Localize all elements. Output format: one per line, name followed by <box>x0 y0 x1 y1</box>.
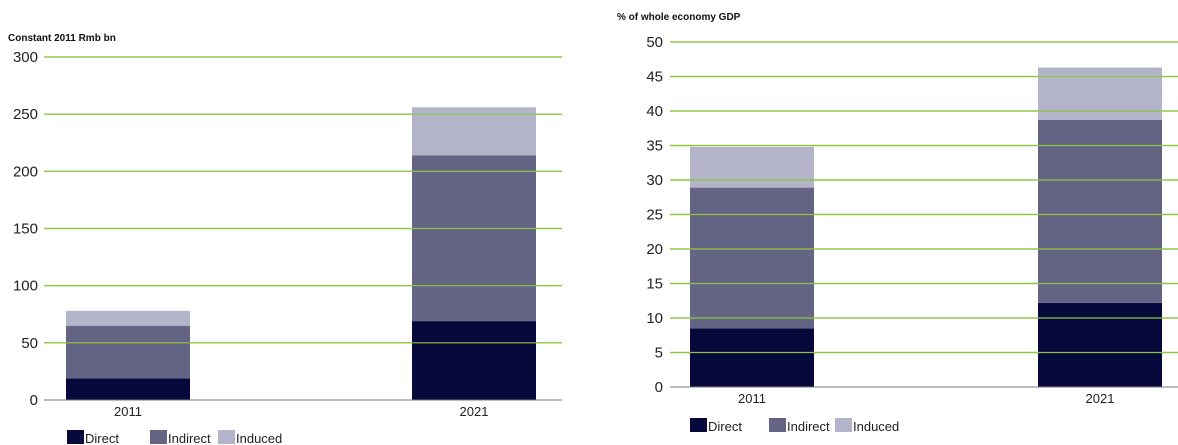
chart-2-y-axis-title: % of whole economy GDP <box>617 12 741 23</box>
chart-1-legend-label-direct: Direct <box>85 431 119 445</box>
chart-1-legend-swatch-direct <box>67 430 84 444</box>
chart-1-y-tick-label: 250 <box>13 106 38 123</box>
chart-2-y-tick-label: 10 <box>646 310 663 327</box>
chart-1-legend-label-indirect: Indirect <box>168 431 211 445</box>
chart-2-bar-indirect-2011 <box>690 187 814 329</box>
chart-2-legend-label-induced: Induced <box>853 419 899 434</box>
chart-2-y-tick-label: 5 <box>655 345 663 362</box>
chart-2-legend-swatch-induced <box>835 418 852 432</box>
chart-2-x-tick-label: 2011 <box>738 391 766 406</box>
chart-1-y-axis-title: Constant 2011 Rmb bn <box>8 33 116 44</box>
chart-1-x-tick-label: 2011 <box>114 404 142 419</box>
chart-2-legend-label-indirect: Indirect <box>787 419 830 434</box>
chart-2-legend-swatch-indirect <box>769 418 786 432</box>
chart-2-y-tick-label: 50 <box>646 34 663 51</box>
chart-2-legend-label-direct: Direct <box>708 419 742 434</box>
chart-2-legend-swatch-direct <box>690 418 707 432</box>
chart-1-bar-induced-2021 <box>412 107 536 156</box>
chart-2-y-tick-label: 35 <box>646 138 663 155</box>
chart-1-bar-direct-2021 <box>412 321 536 400</box>
chart-2-y-tick-label: 20 <box>646 241 663 258</box>
chart-1-y-tick-label: 300 <box>13 49 38 66</box>
chart-1-y-tick-label: 150 <box>13 221 38 238</box>
chart-2-bar-direct-2011 <box>690 328 814 387</box>
chart-1-bar-direct-2011 <box>66 378 190 400</box>
chart-1-y-tick-label: 0 <box>30 392 38 409</box>
chart-1-legend-swatch-induced <box>218 430 235 444</box>
chart-2-y-tick-label: 45 <box>646 69 663 86</box>
chart-2-y-tick-label: 40 <box>646 103 663 120</box>
chart-1-bar-induced-2011 <box>66 310 190 326</box>
chart-2-bar-induced-2021 <box>1038 67 1162 120</box>
chart-1-y-tick-label: 200 <box>13 163 38 180</box>
chart-1-bar-indirect-2011 <box>66 325 190 379</box>
chart-1-legend-label-induced: Induced <box>236 431 282 445</box>
chart-1-y-tick-label: 100 <box>13 278 38 295</box>
chart-2-y-tick-label: 15 <box>646 276 663 293</box>
chart-2-y-tick-label: 30 <box>646 172 663 189</box>
chart-2-x-tick-label: 2021 <box>1086 391 1115 406</box>
chart-1-bar-indirect-2021 <box>412 155 536 322</box>
chart-2-bar-direct-2021 <box>1038 302 1162 387</box>
chart-2-bar-induced-2011 <box>690 146 814 188</box>
chart-2-y-tick-label: 0 <box>655 379 663 396</box>
chart-2-bar-indirect-2021 <box>1038 119 1162 303</box>
chart-1-y-tick-label: 50 <box>21 335 38 352</box>
chart-1-legend-swatch-indirect <box>150 430 167 444</box>
chart-2-y-tick-label: 25 <box>646 207 663 224</box>
chart-1-x-tick-label: 2021 <box>460 404 489 419</box>
